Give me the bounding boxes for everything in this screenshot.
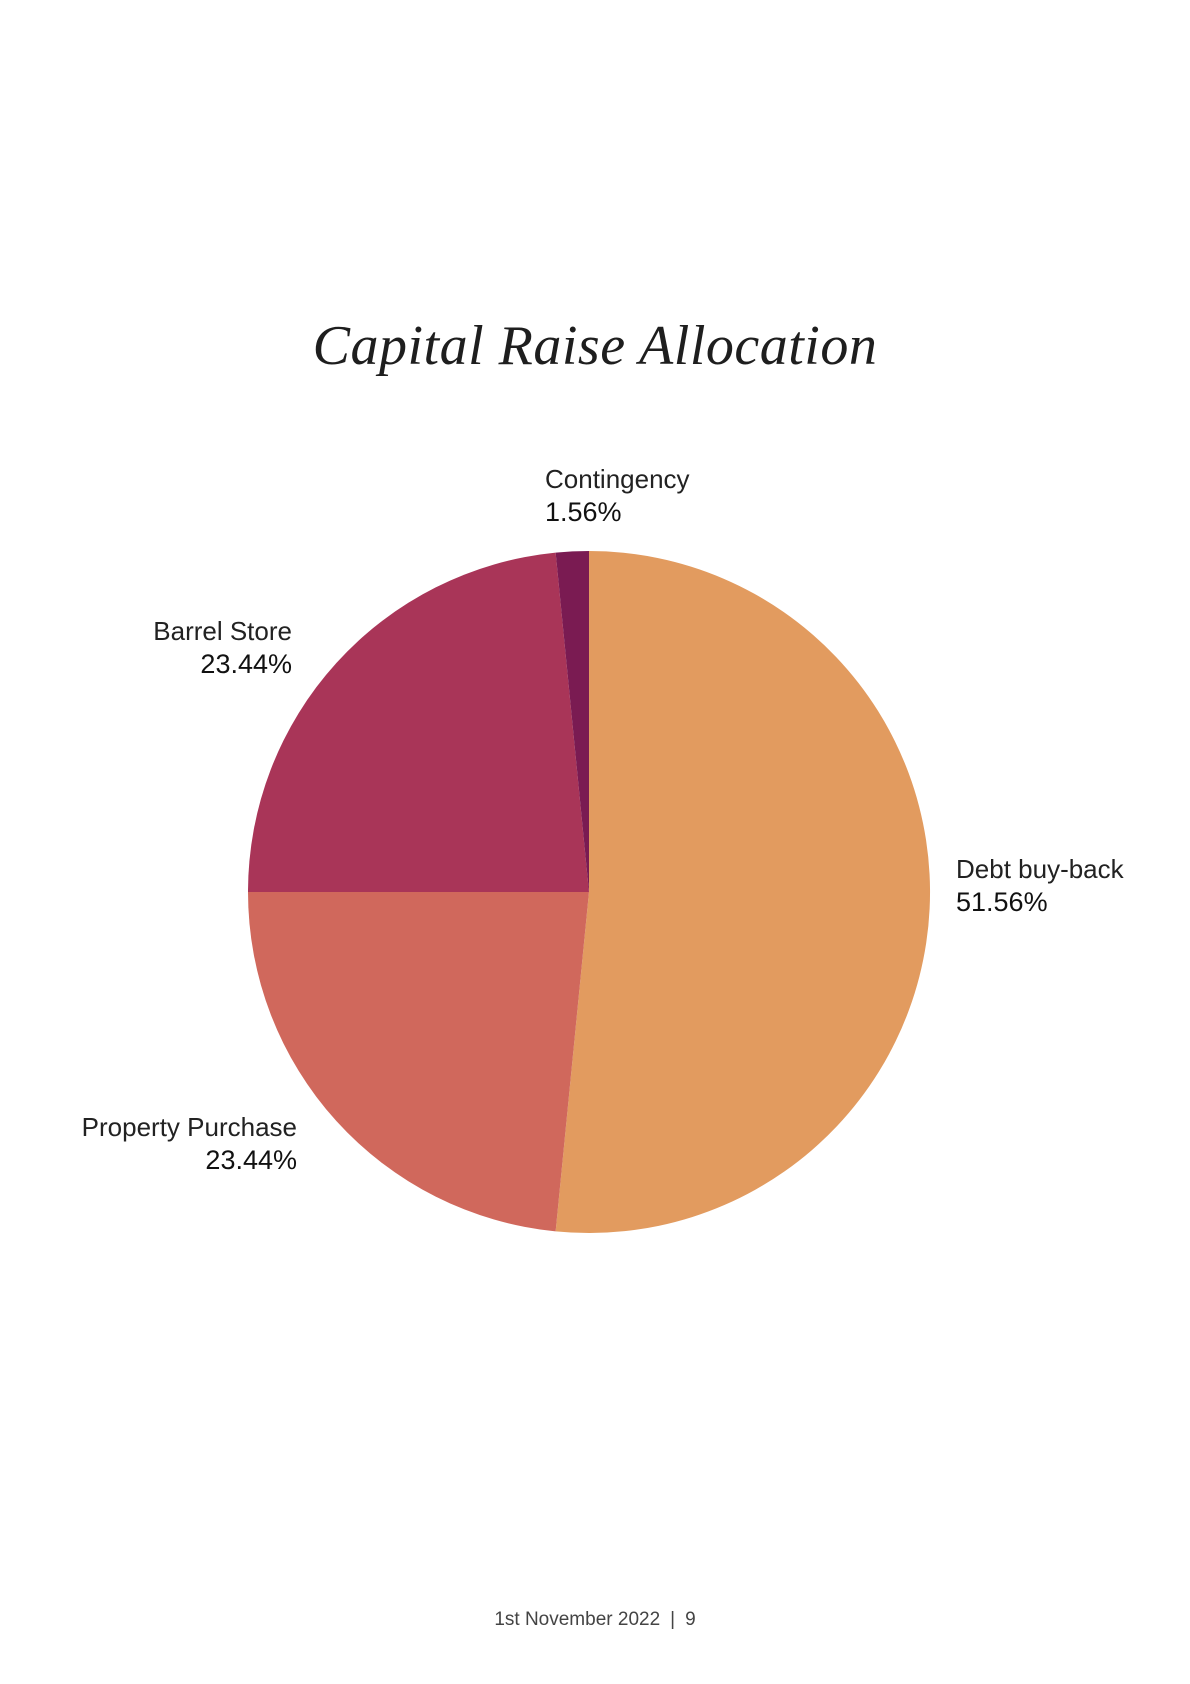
footer-date: 1st November 2022 (494, 1609, 661, 1630)
pie-slice-barrel-store (248, 552, 589, 892)
slice-label-debt-buy-back: Debt buy-back 51.56% (956, 854, 1124, 919)
slice-label-property-purchase: Property Purchase 23.44% (82, 1112, 297, 1177)
slice-label-contingency-name: Contingency (545, 464, 690, 494)
slice-label-contingency-value: 1.56% (545, 496, 622, 527)
page-footer: 1st November 2022 | 9 (0, 1609, 1190, 1631)
slice-label-property-purchase-name: Property Purchase (81, 1112, 297, 1142)
pie-slice-contingency (555, 551, 589, 892)
footer-separator: | (670, 1609, 676, 1630)
footer-page-number: 9 (685, 1609, 696, 1630)
pie-slice-property-purchase (248, 892, 589, 1232)
slice-label-barrel-store-value: 23.44% (200, 648, 292, 679)
slice-label-debt-buy-back-name: Debt buy-back (956, 854, 1124, 884)
slice-label-debt-buy-back-value: 51.56% (956, 886, 1048, 917)
slice-label-barrel-store-name: Barrel Store (153, 616, 292, 646)
pie-slice-debt-buy-back (555, 551, 931, 1233)
slice-label-property-purchase-value: 23.44% (205, 1144, 297, 1175)
slice-label-barrel-store: Barrel Store 23.44% (153, 616, 292, 681)
pie-slices (248, 551, 931, 1233)
slice-label-contingency: Contingency 1.56% (545, 464, 690, 529)
page-title: Capital Raise Allocation (312, 315, 878, 377)
